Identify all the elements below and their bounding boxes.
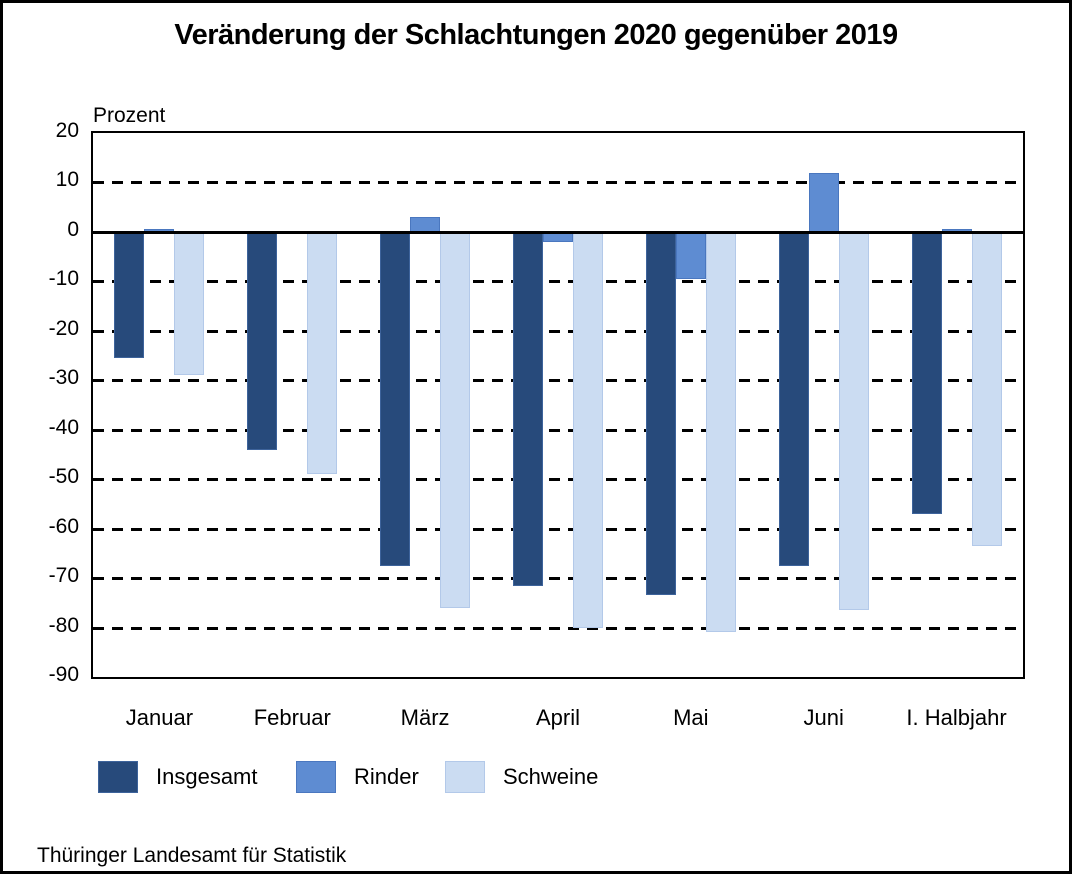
y-tick-label: 10	[55, 168, 79, 192]
bar-rinder-juni	[808, 172, 839, 232]
x-tick-label-märz: März	[400, 705, 450, 730]
gridline	[93, 280, 1023, 284]
bar-schweine-mai	[705, 231, 736, 633]
bar-schweine-i-halbjahr	[971, 231, 1002, 546]
bar-schweine-februar	[307, 231, 338, 475]
legend-item-rinder: Rinder	[296, 761, 419, 793]
legend-label-rinder: Rinder	[354, 764, 419, 789]
y-tick-label: -60	[48, 514, 79, 538]
y-tick-label: -70	[48, 564, 79, 588]
gridline	[93, 577, 1023, 581]
y-tick-label: -90	[48, 663, 79, 686]
x-tick-label-juni: Juni	[803, 705, 844, 730]
legend-item-schweine: Schweine	[445, 761, 598, 793]
bar-insgesamt-april	[513, 231, 543, 586]
source-caption: Thüringer Landesamt für Statistik	[37, 844, 347, 867]
y-tick-label: -10	[48, 267, 79, 291]
bar-insgesamt-februar	[247, 231, 278, 450]
bar-insgesamt-januar	[114, 231, 145, 358]
gridline	[93, 428, 1023, 432]
gridline	[93, 626, 1023, 630]
bar-insgesamt-juni	[778, 231, 809, 566]
bar-rinder-märz	[410, 217, 441, 232]
bar-schweine-januar	[174, 231, 205, 376]
legend-color-swatch-schweine	[445, 761, 485, 793]
legend: Insgesamt Rinder Schweine	[3, 761, 1069, 801]
x-tick-label-mai: Mai	[673, 705, 709, 730]
legend-item-insgesamt: Insgesamt	[98, 761, 258, 793]
y-axis-tick-labels: 20 10 0 -10 -20 -30 -40 -50 -60 -70 -80 -90	[3, 119, 79, 686]
x-tick-label-januar: Januar	[125, 705, 194, 730]
y-tick-label: -40	[48, 415, 79, 439]
bar-insgesamt-mai	[645, 231, 676, 596]
x-axis-tick-labels: Januar Februar März April Mai Juni I. Halbjahr	[91, 703, 1025, 737]
x-tick-label-april: April	[535, 705, 580, 730]
plot-area	[91, 131, 1025, 679]
gridline	[93, 329, 1023, 333]
x-tick-label-i-halbjahr: I. Halbjahr	[906, 705, 1007, 730]
bar-rinder-mai	[675, 231, 706, 279]
y-tick-label: -30	[48, 366, 79, 390]
gridline	[93, 478, 1023, 482]
legend-color-swatch-insgesamt	[98, 761, 138, 793]
y-tick-label: 20	[55, 119, 79, 142]
bar-insgesamt-i-halbjahr	[911, 231, 942, 514]
gridline	[93, 527, 1023, 531]
bar-schweine-märz	[440, 231, 471, 608]
gridline	[93, 181, 1023, 185]
legend-label-schweine: Schweine	[503, 764, 599, 789]
legend-color-swatch-rinder	[296, 761, 336, 793]
x-tick-label-februar: Februar	[253, 705, 331, 730]
zero-line	[93, 230, 1023, 234]
bar-insgesamt-märz	[380, 231, 411, 566]
y-axis-unit-label: Prozent	[93, 104, 166, 127]
chart-title: Veränderung der Schlachtungen 2020 gegen…	[174, 19, 898, 51]
gridline	[93, 379, 1023, 383]
y-tick-label: 0	[67, 217, 79, 241]
bar-schweine-april	[573, 231, 603, 628]
legend-label-insgesamt: Insgesamt	[156, 764, 258, 789]
y-tick-label: -20	[48, 316, 79, 340]
bar-schweine-juni	[838, 231, 869, 611]
y-tick-label: -50	[48, 465, 79, 489]
y-tick-label: -80	[48, 613, 79, 637]
